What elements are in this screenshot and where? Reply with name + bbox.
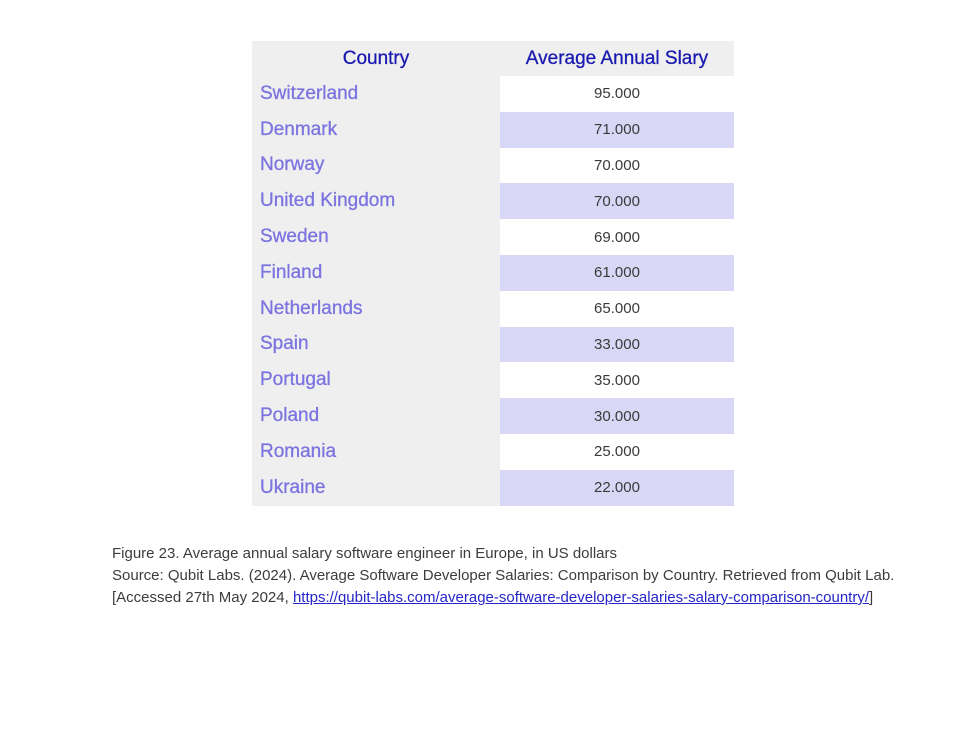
table-row: Denmark 71.000 [252, 111, 734, 148]
table-row: Finland 61.000 [252, 254, 734, 291]
salary-cell: 70.000 [500, 183, 734, 220]
country-cell: Switzerland [252, 76, 500, 112]
salary-cell: 69.000 [500, 219, 734, 255]
table-row: Poland 30.000 [252, 398, 734, 434]
table-row: Netherlands 65.000 [252, 290, 734, 327]
salary-cell: 95.000 [500, 76, 734, 112]
source-closing-bracket: ] [869, 589, 874, 606]
table-header-row: Country Average Annual Slary [252, 41, 734, 76]
salary-cell: 35.000 [500, 362, 734, 399]
salary-cell: 25.000 [500, 433, 734, 470]
salary-table: Country Average Annual Slary Switzerland… [252, 41, 734, 506]
country-cell: Romania [252, 433, 500, 470]
country-column-header: Country [252, 41, 500, 76]
source-citation: Source: Qubit Labs. (2024). Average Soft… [112, 565, 902, 609]
country-cell: Spain [252, 326, 500, 363]
salary-cell: 65.000 [500, 290, 734, 327]
country-cell: Norway [252, 147, 500, 184]
country-cell: Ukraine [252, 469, 500, 506]
salary-cell: 61.000 [500, 254, 734, 291]
salary-cell: 33.000 [500, 326, 734, 363]
figure-title: Figure 23. Average annual salary softwar… [112, 545, 618, 562]
country-cell: Sweden [252, 219, 500, 255]
country-cell: Portugal [252, 362, 500, 399]
salary-cell: 70.000 [500, 147, 734, 184]
country-cell: Poland [252, 398, 500, 434]
table-row: Romania 25.000 [252, 433, 734, 470]
source-text: Source: Qubit Labs. (2024). Average Soft… [112, 567, 895, 606]
figure-caption: Figure 23. Average annual salary softwar… [112, 543, 902, 609]
source-link[interactable]: https://qubit-labs.com/average-software-… [292, 589, 870, 606]
table-row: Norway 70.000 [252, 147, 734, 184]
table-row: Portugal 35.000 [252, 362, 734, 399]
salary-cell: 30.000 [500, 398, 734, 434]
country-cell: United Kingdom [252, 183, 500, 220]
table-row: Ukraine 22.000 [252, 469, 734, 506]
salary-cell: 71.000 [500, 111, 734, 148]
country-cell: Denmark [252, 111, 500, 148]
country-cell: Netherlands [252, 290, 500, 327]
table-row: Switzerland 95.000 [252, 76, 734, 112]
table-row: Spain 33.000 [252, 326, 734, 363]
salary-table-container: Country Average Annual Slary Switzerland… [252, 41, 734, 506]
country-cell: Finland [252, 254, 500, 291]
table-row: United Kingdom 70.000 [252, 183, 734, 220]
salary-column-header: Average Annual Slary [500, 41, 734, 76]
table-row: Sweden 69.000 [252, 219, 734, 255]
salary-cell: 22.000 [500, 469, 734, 506]
